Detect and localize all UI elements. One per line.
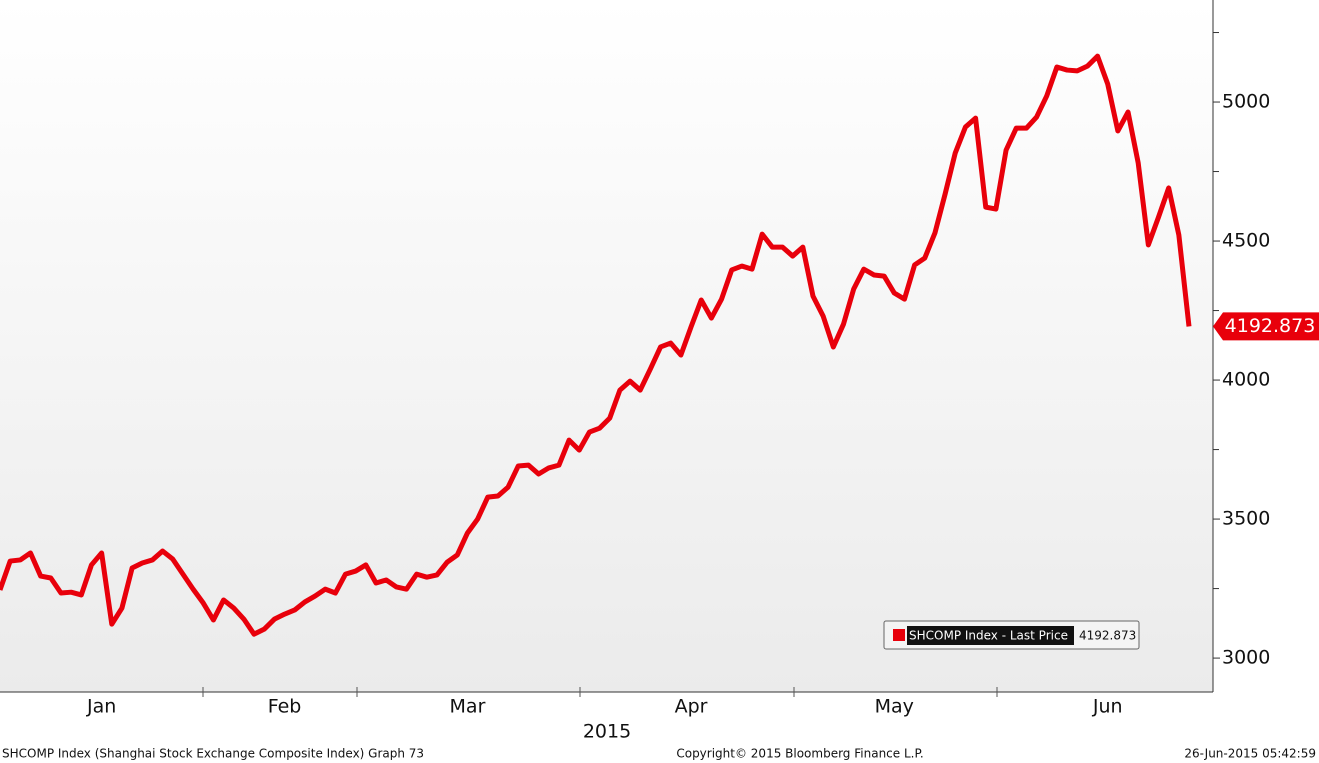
- x-tick-label: Jan: [86, 696, 116, 718]
- y-tick-label: 3000: [1222, 647, 1270, 669]
- plot-area: [0, 0, 1213, 692]
- y-tick-label: 4000: [1222, 369, 1270, 391]
- x-tick-label: Mar: [450, 696, 486, 718]
- price-line: [0, 53, 1192, 637]
- legend: SHCOMP Index - Last Price 4192.873: [883, 620, 1140, 650]
- x-tick-label: Jun: [1092, 696, 1123, 718]
- y-tick-label: 4500: [1222, 230, 1270, 252]
- y-tick-label: 3500: [1222, 508, 1270, 530]
- legend-value: 4192.873: [1079, 629, 1136, 643]
- last-price-label: 4192.873: [1225, 315, 1316, 337]
- x-tick-label: May: [875, 696, 914, 718]
- x-tick-label: Feb: [268, 696, 302, 718]
- legend-highlight: [907, 626, 1074, 645]
- x-tick-label: Apr: [675, 696, 708, 718]
- x-axis-label: 2015: [583, 721, 631, 743]
- footer-center: Copyright© 2015 Bloomberg Finance L.P.: [676, 747, 923, 761]
- y-tick-label: 5000: [1222, 91, 1270, 113]
- footer-right: 26-Jun-2015 05:42:59: [1184, 747, 1316, 761]
- month-separators: [202, 687, 998, 697]
- legend-label: SHCOMP Index - Last Price: [909, 629, 1068, 643]
- footer-left: SHCOMP Index (Shanghai Stock Exchange Co…: [2, 747, 424, 761]
- legend-swatch: [893, 629, 905, 641]
- last-price-tag: [1213, 312, 1319, 341]
